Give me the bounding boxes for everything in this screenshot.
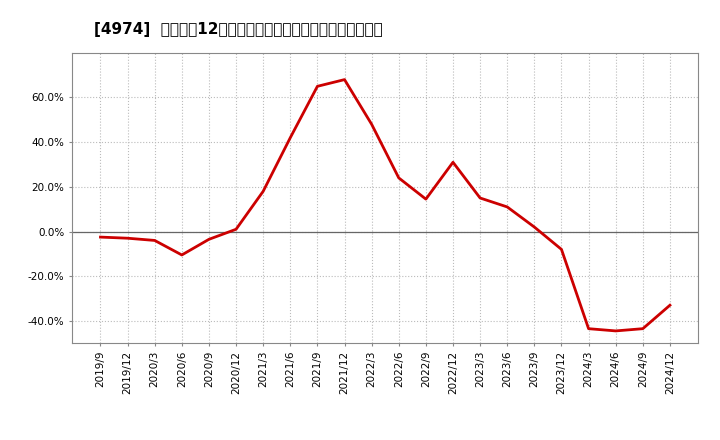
- Text: [4974]  売上高の12か月移動合計の対前年同期増減率の推移: [4974] 売上高の12か月移動合計の対前年同期増減率の推移: [94, 22, 382, 37]
